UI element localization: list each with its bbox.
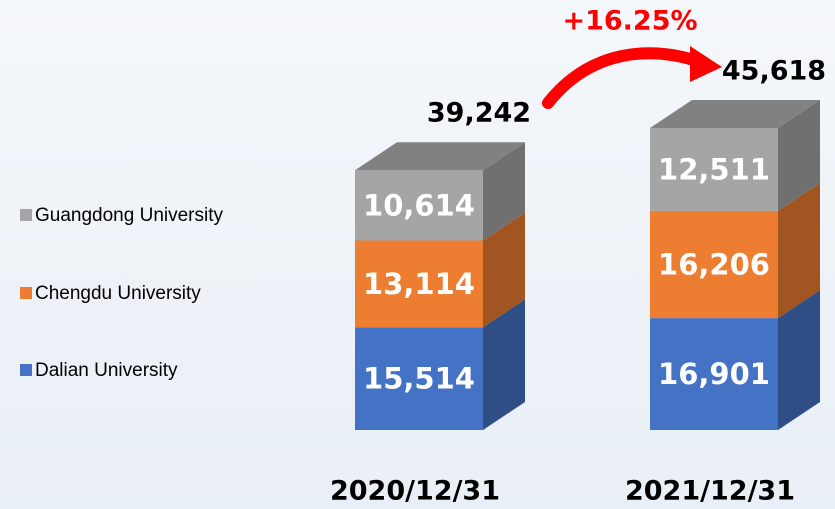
arrow-head [690,46,722,82]
bar-front [355,327,483,430]
bar-side [483,299,525,430]
bar-top [355,142,525,171]
legend-swatch [20,287,32,299]
bar-front [650,128,778,211]
x-tick-label: 2021/12/31 [625,476,795,507]
legend-label: Chengdu University [35,283,201,304]
bar-top [650,100,820,128]
legend-label: Guangdong University [35,205,223,226]
annotation: +16.25% [562,6,697,37]
growth-arrow [542,47,706,109]
bar-side [483,212,525,328]
segment-label: 15,514 [363,362,475,396]
segment-label: 10,614 [363,188,475,222]
segment-label: 12,511 [658,152,770,186]
bar-side [778,182,820,319]
segment-label: 13,114 [363,267,475,301]
legend-swatch [20,364,32,376]
segment-label: 16,206 [658,247,770,281]
total-label: 39,242 [427,98,531,129]
bar-front [355,170,483,241]
segment-label: 16,901 [658,357,770,391]
x-tick-label: 2020/12/31 [330,476,500,507]
bar-side [483,142,525,241]
bar-front [650,318,778,430]
bar-front [355,240,483,328]
bar-front [650,210,778,319]
bar-side [778,290,820,430]
bar-side [778,100,820,211]
legend-label: Dalian University [35,360,178,381]
total-label: 45,618 [722,56,826,87]
legend-swatch [20,209,32,221]
